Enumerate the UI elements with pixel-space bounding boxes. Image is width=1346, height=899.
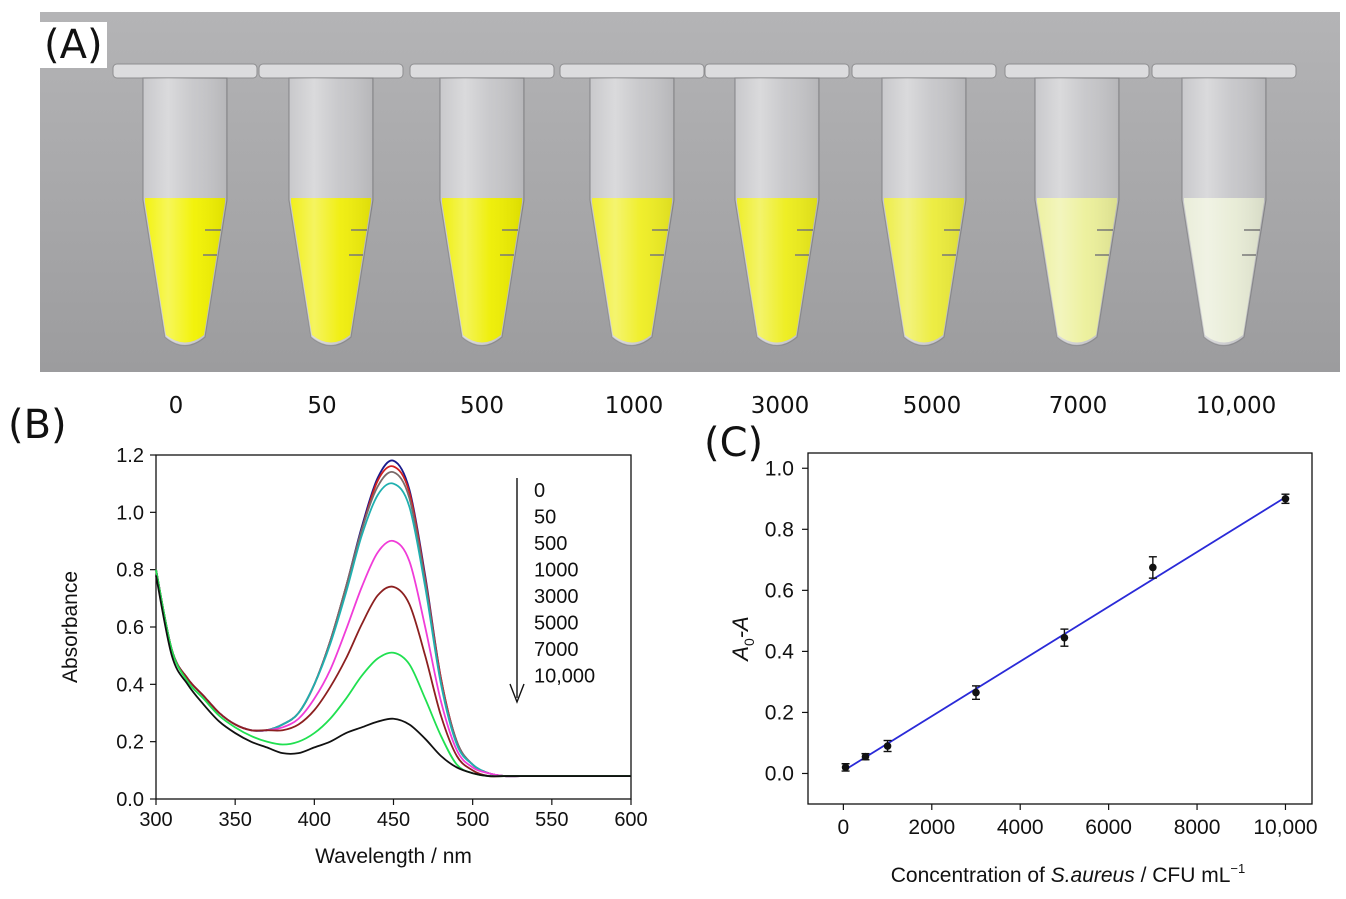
- legend-label: 1000: [534, 560, 579, 582]
- data-point: [883, 742, 892, 750]
- data-point: [972, 688, 980, 697]
- legend-label: 500: [534, 533, 567, 555]
- x-tick-label: 4000: [997, 816, 1044, 839]
- x-axis-label-species: S.aureus: [1051, 864, 1136, 887]
- x-tick-label: 550: [535, 809, 568, 831]
- tube-rim: [704, 63, 850, 79]
- y-tick-label: 1.0: [116, 502, 144, 524]
- tube-concentration-label: 0: [168, 393, 184, 419]
- y-tick-label: 1.2: [116, 445, 144, 467]
- data-point: [861, 752, 870, 761]
- x-tick-label: 350: [218, 809, 251, 831]
- tube: [851, 63, 997, 347]
- plot-frame: [807, 452, 1313, 805]
- panel-label-a: (A): [40, 22, 107, 68]
- x-axis-label-superscript: −1: [1230, 861, 1245, 876]
- x-axis-label: Wavelength / nm: [315, 845, 472, 868]
- x-tick-label: 300: [139, 809, 172, 831]
- tube-rim: [409, 63, 555, 79]
- absorbance-spectra-chart: 300 350 400 450 500 550 6000.00.20.40.60.81.01…: [59, 445, 648, 868]
- tube-concentration-label: 3000: [750, 393, 810, 419]
- y-axis-label: A0-A: [728, 616, 757, 662]
- y-tick-label: 0.6: [116, 617, 144, 639]
- calibration-curve-chart: 0 2000 4000 6000 8000 10,000 0.0 0.2 0.4 0.6 0.8 1.…: [728, 452, 1318, 887]
- x-tick-label: 2000: [908, 816, 955, 839]
- x-tick-label: 10,000: [1253, 816, 1317, 839]
- legend-label: 7000: [534, 639, 579, 661]
- tube-rim: [258, 63, 404, 79]
- tube-gloss: [1035, 78, 1119, 346]
- tube: [704, 63, 850, 347]
- tube: [409, 63, 555, 347]
- tube: [1004, 63, 1150, 347]
- panel-label-c: (C): [704, 420, 764, 466]
- tube-concentration-label: 5000: [902, 393, 962, 419]
- x-tick-label: 450: [377, 809, 410, 831]
- x-tick-label: 600: [614, 809, 647, 831]
- tube-rim: [851, 63, 997, 79]
- y-axis-label: Absorbance: [59, 571, 82, 683]
- y-tick-label: 0.4: [765, 640, 795, 663]
- tube: [112, 63, 258, 347]
- legend-arrow-head: [509, 683, 525, 704]
- tube-gloss: [289, 78, 373, 346]
- y-tick-label: 0.6: [765, 579, 794, 602]
- tube-gloss: [590, 78, 674, 346]
- y-tick-label: 0.0: [765, 762, 794, 785]
- legend-label: 0: [534, 480, 545, 502]
- y-tick-label: 0.2: [116, 732, 144, 754]
- tube-gloss: [882, 78, 966, 346]
- tube-concentration-label: 10,000: [1195, 393, 1277, 419]
- x-tick-label: 8000: [1174, 816, 1221, 839]
- data-point: [1149, 563, 1157, 572]
- sample-tubes-photo: [40, 12, 1340, 372]
- legend-label: 3000: [534, 586, 579, 608]
- tube: [258, 63, 404, 347]
- x-tick-label: 500: [456, 809, 489, 831]
- tube: [559, 63, 705, 347]
- tube-concentration-label: 50: [307, 393, 337, 419]
- tube-rim: [1004, 63, 1150, 79]
- legend-label: 50: [534, 507, 556, 529]
- x-axis-label: Concentration of S.aureus / CFU mL−1: [891, 861, 1246, 887]
- y-axis-label-minus-a: -A: [728, 616, 753, 638]
- y-axis-label-subscript: 0: [741, 638, 757, 646]
- tube-gloss: [440, 78, 524, 346]
- x-axis-label-prefix: Concentration of: [891, 864, 1051, 887]
- tube-concentration-label: 500: [460, 393, 504, 419]
- legend-label: 5000: [534, 613, 579, 635]
- panel-label-b: (B): [8, 402, 67, 448]
- y-tick-label: 0.4: [116, 674, 144, 696]
- x-axis-label-unit: / CFU mL: [1135, 864, 1231, 887]
- tube-rim: [112, 63, 258, 79]
- y-tick-label: 0.8: [116, 560, 144, 582]
- data-point: [1281, 494, 1290, 503]
- y-tick-label: 0.8: [765, 518, 794, 541]
- y-tick-label: 0.2: [765, 701, 794, 724]
- tube: [1151, 63, 1297, 347]
- x-tick-label: 6000: [1085, 816, 1132, 839]
- tube-gloss: [735, 78, 819, 346]
- legend-label: 10,000: [534, 666, 595, 688]
- tube-rim: [1151, 63, 1297, 79]
- spectrum-line-7: [155, 575, 631, 778]
- fit-line: [845, 496, 1286, 771]
- data-point: [1060, 633, 1069, 642]
- x-tick-label: 0: [838, 816, 850, 839]
- tube-concentration-label: 7000: [1048, 393, 1108, 419]
- x-tick-label: 400: [298, 809, 331, 831]
- tube-gloss: [143, 78, 227, 346]
- tube-concentration-label: 1000: [604, 393, 664, 419]
- y-axis-label-a: A: [728, 646, 753, 663]
- y-tick-label: 1.0: [765, 457, 794, 480]
- data-point: [841, 763, 850, 772]
- tube-gloss: [1182, 78, 1266, 346]
- tube-rim: [559, 63, 705, 79]
- y-tick-label: 0.0: [116, 789, 144, 811]
